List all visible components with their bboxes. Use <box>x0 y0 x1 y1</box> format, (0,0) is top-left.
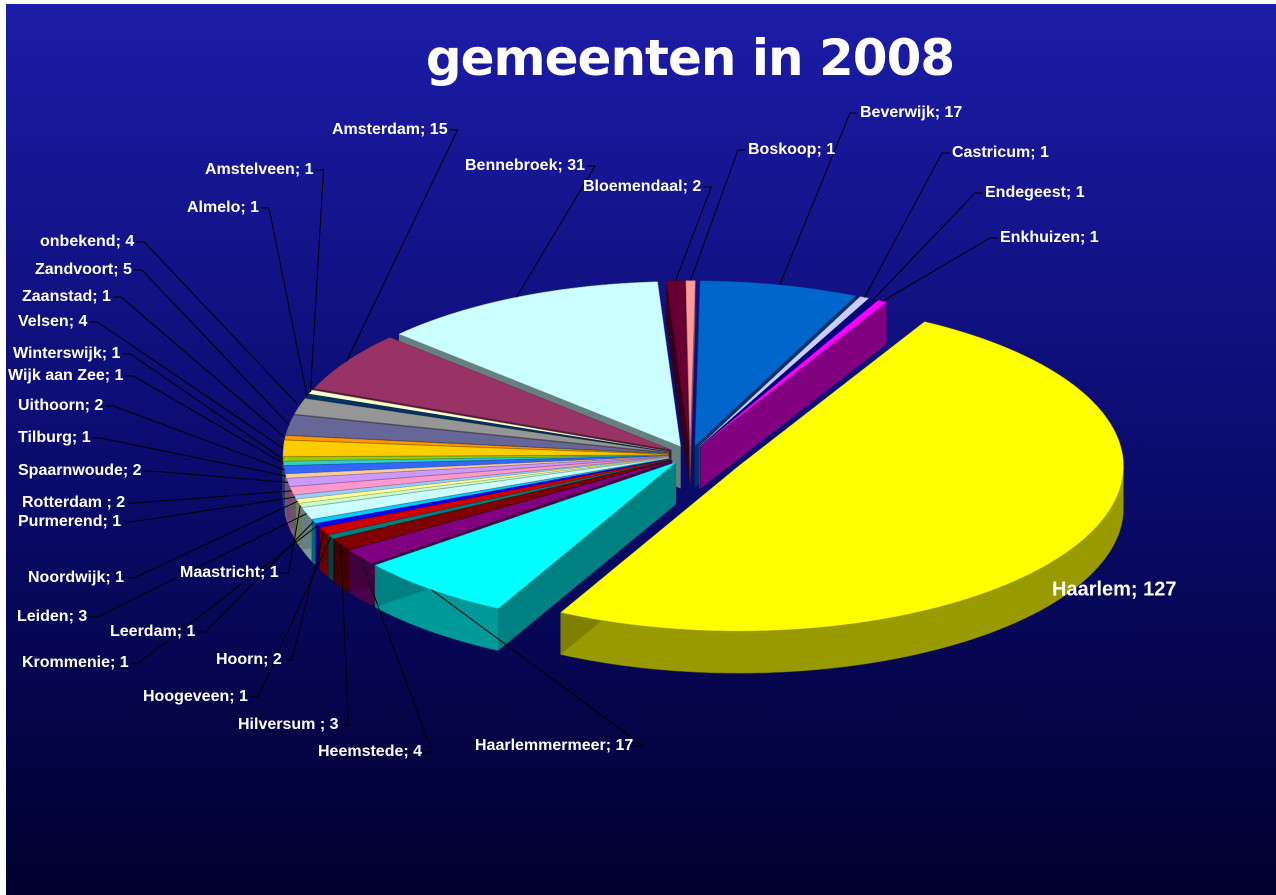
leader-line <box>779 112 858 286</box>
slice <box>286 456 669 487</box>
leader-line <box>261 207 308 397</box>
data-label: Enkhuizen; 1 <box>1000 229 1099 246</box>
slice <box>304 393 670 453</box>
leader-line <box>431 589 645 747</box>
data-label: Rotterdam ; 2 <box>22 494 125 511</box>
leader-lines <box>89 112 998 753</box>
leader-line <box>126 500 298 579</box>
leader-line <box>197 521 315 633</box>
slice <box>301 457 670 520</box>
data-label: Hoogeveen; 1 <box>143 688 248 705</box>
leader-line <box>143 470 289 483</box>
leader-line <box>89 513 307 618</box>
leader-line <box>133 269 290 426</box>
labels: Bloemendaal; 2 Boskoop; 1 Beverwijk; 17 Cas… <box>8 104 1177 760</box>
data-label: Leerdam; 1 <box>110 623 195 640</box>
data-label: onbekend; 4 <box>40 233 134 250</box>
slice <box>694 280 857 447</box>
data-label: Velsen; 4 <box>18 313 87 330</box>
leader-line <box>127 490 292 504</box>
leader-line <box>130 525 318 664</box>
leader-line <box>249 536 332 698</box>
data-label: Hoorn; 2 <box>216 651 282 668</box>
data-label: Zaanstad; 1 <box>22 288 111 305</box>
leader-line <box>345 129 459 362</box>
slice <box>319 458 671 536</box>
data-label: Purmerend; 1 <box>18 513 121 530</box>
data-label: Heemstede; 4 <box>318 743 422 760</box>
data-label: Haarlem; 127 <box>1052 578 1177 600</box>
slice <box>285 414 669 454</box>
slice <box>328 459 671 540</box>
data-label: Tilburg; 1 <box>18 429 91 446</box>
data-label: Maastricht; 1 <box>180 564 279 581</box>
data-label: Krommenie; 1 <box>22 654 129 671</box>
data-label: Wijk aan Zee; 1 <box>8 367 124 384</box>
leader-line <box>89 321 284 449</box>
leader-line <box>125 375 284 464</box>
slice <box>398 281 681 447</box>
slice <box>289 456 669 496</box>
data-label: Winterswijk; 1 <box>13 345 121 362</box>
leader-line <box>92 437 287 477</box>
leader-line <box>864 152 950 298</box>
slice <box>333 459 672 550</box>
data-label: Almelo; 1 <box>187 199 259 216</box>
data-label: Boskoop; 1 <box>748 141 835 158</box>
slice-face <box>700 302 887 489</box>
leader-line <box>122 353 284 460</box>
data-label: Noordwijk; 1 <box>28 569 124 586</box>
data-label: Uithoorn; 2 <box>18 397 103 414</box>
slice <box>282 440 669 457</box>
data-label: Castricum; 1 <box>952 144 1049 161</box>
data-label: Leiden; 3 <box>17 608 87 625</box>
data-label: Zandvoort; 5 <box>35 261 132 278</box>
slice <box>283 455 669 475</box>
slice <box>294 398 669 453</box>
leader-line <box>105 405 285 471</box>
data-label: Amsterdam; 15 <box>332 121 448 138</box>
data-label: Bloemendaal; 2 <box>583 178 701 195</box>
data-label: Endegeest; 1 <box>985 184 1085 201</box>
leader-line <box>280 505 301 574</box>
slice <box>560 321 1124 632</box>
leader-line <box>675 186 712 281</box>
leader-line <box>690 149 746 281</box>
slice-face <box>666 280 690 488</box>
leader-line <box>516 165 596 298</box>
slice <box>700 300 888 447</box>
slice <box>315 458 670 528</box>
leader-line <box>340 544 350 726</box>
leader-line <box>882 237 998 302</box>
data-label: Bennebroek; 31 <box>465 157 585 174</box>
data-label: Amstelveen; 1 <box>205 161 314 178</box>
data-label: Hilversum ; 3 <box>238 716 339 733</box>
leader-line <box>112 296 286 439</box>
data-label: Haarlemmermeer; 17 <box>475 737 633 754</box>
leader-line <box>359 556 433 753</box>
leader-line <box>873 192 983 300</box>
leader-line <box>283 531 325 661</box>
slice <box>685 280 696 446</box>
data-label: Spaarnwoude; 2 <box>18 462 142 479</box>
slice <box>665 280 690 446</box>
pie <box>282 280 1124 674</box>
data-label: Beverwijk; 17 <box>860 104 962 121</box>
leader-line <box>123 496 296 523</box>
chart-title: gemeenten in 2008 <box>426 29 954 87</box>
leader-line <box>136 241 300 407</box>
slice-face <box>690 280 696 488</box>
leader-line <box>309 169 325 393</box>
